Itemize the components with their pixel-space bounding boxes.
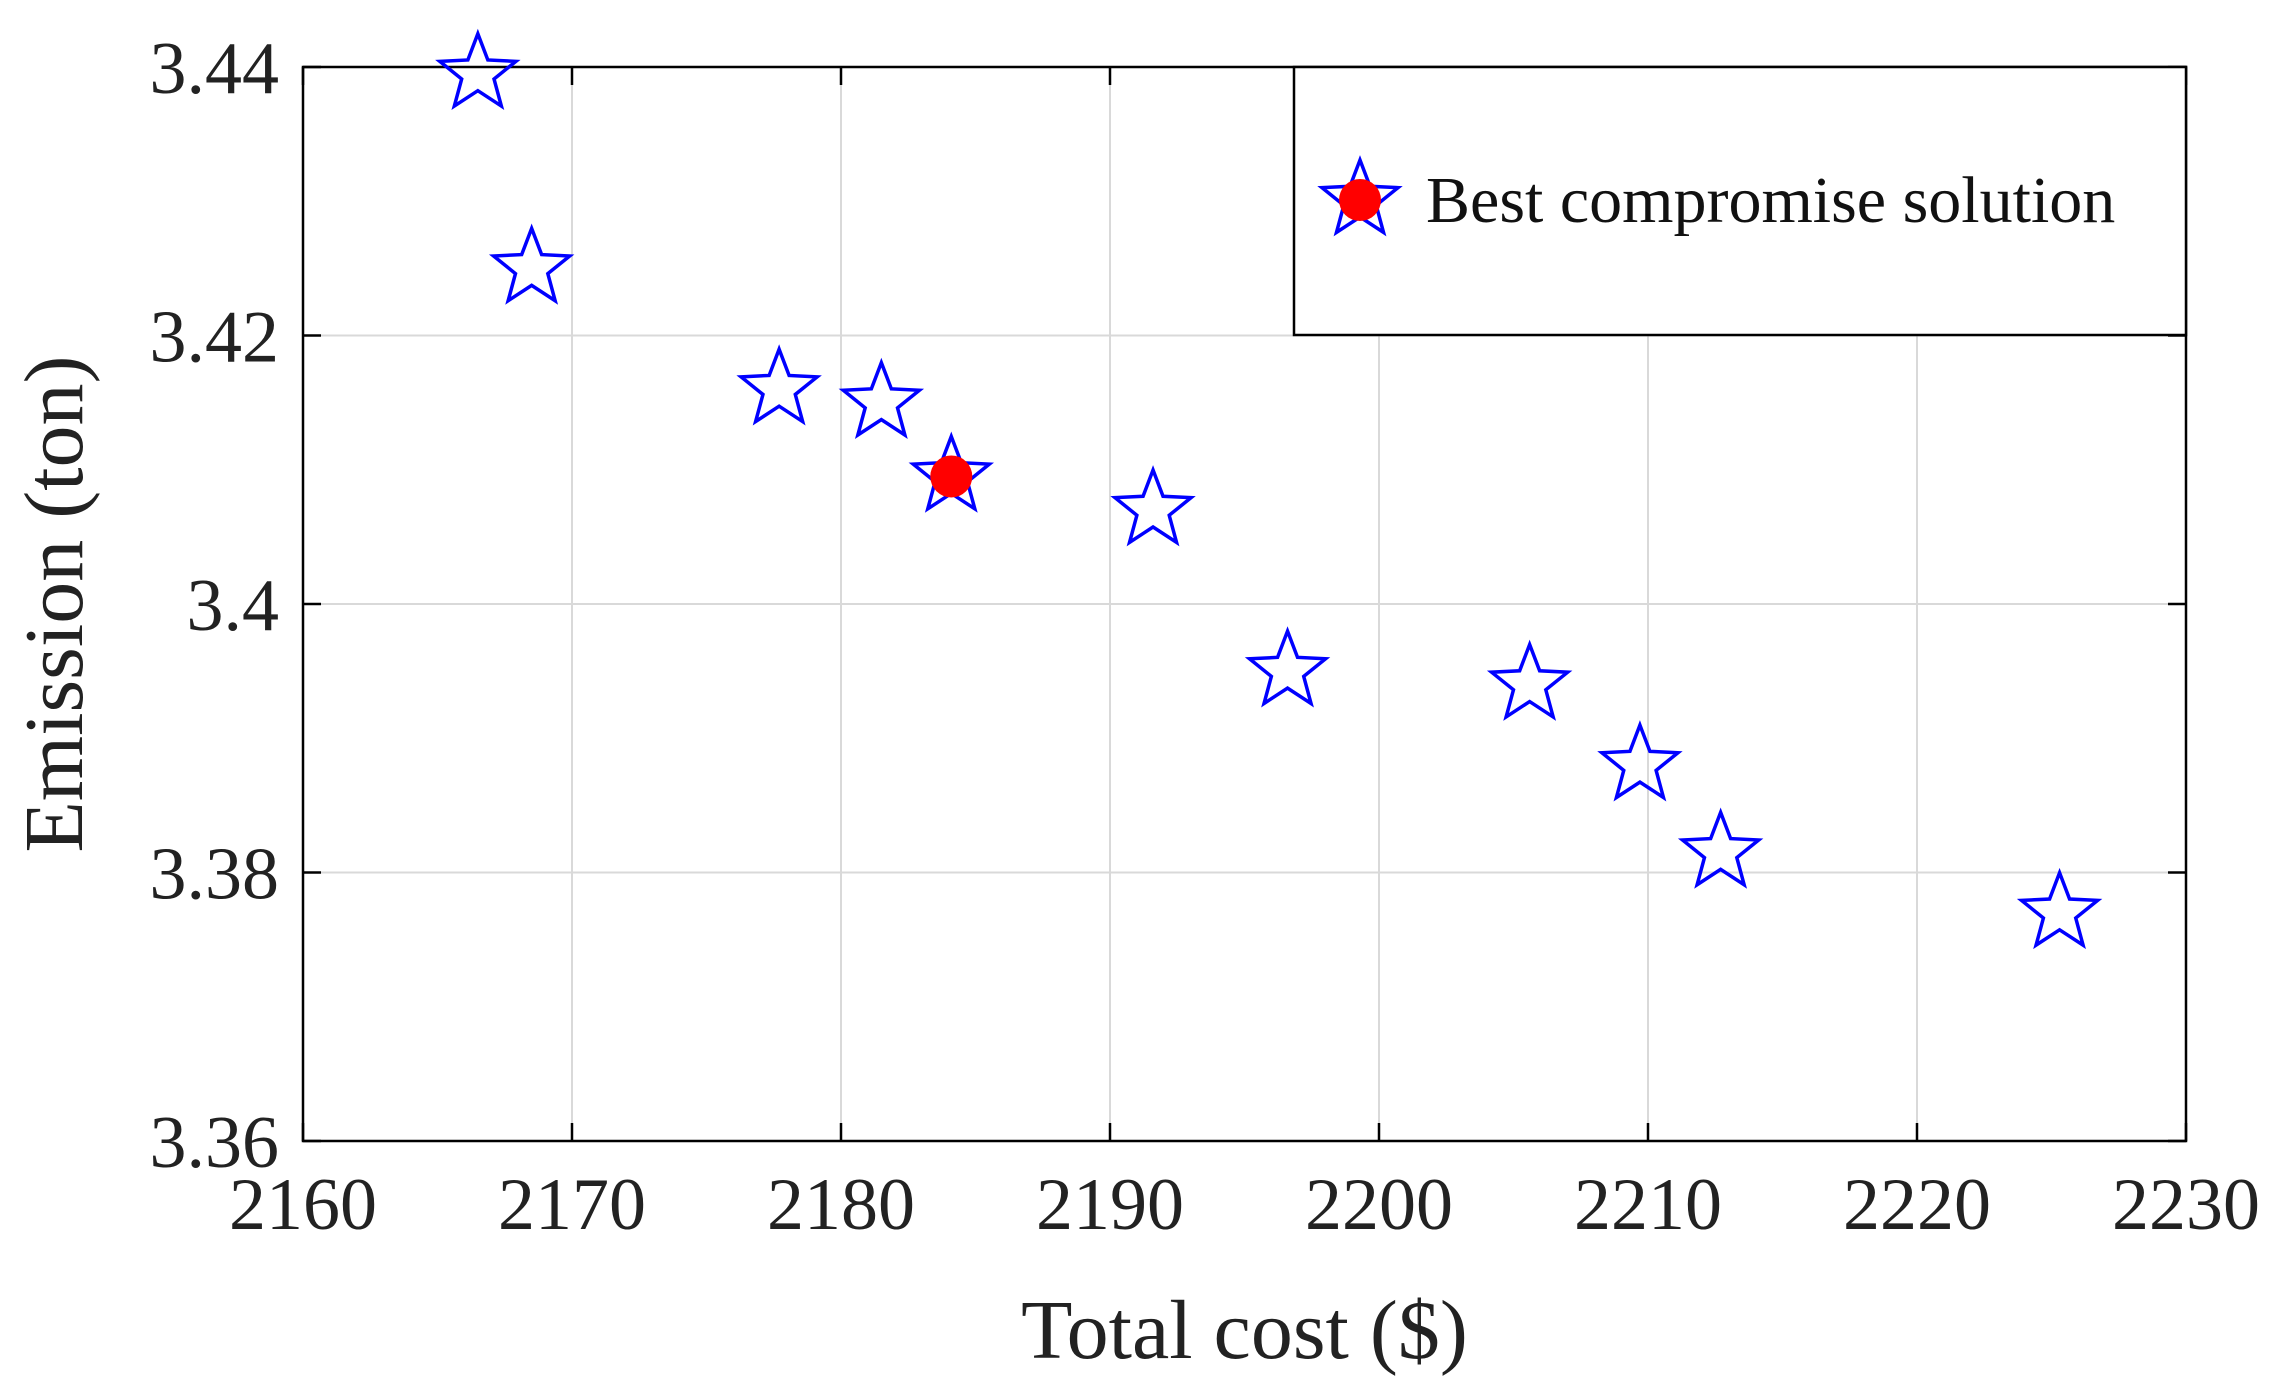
legend-dot-icon bbox=[1339, 179, 1381, 221]
x-tick-label: 2170 bbox=[498, 1164, 646, 1246]
star-point bbox=[2016, 867, 2103, 950]
x-tick-label: 2180 bbox=[767, 1164, 915, 1246]
star-point bbox=[736, 344, 822, 426]
y-tick-label: 3.44 bbox=[150, 28, 280, 110]
y-tick-label: 3.42 bbox=[150, 297, 280, 379]
star-point bbox=[435, 28, 521, 111]
y-tick-label: 3.4 bbox=[187, 565, 280, 647]
star-point bbox=[1486, 639, 1573, 721]
x-tick-label: 2190 bbox=[1036, 1164, 1184, 1246]
y-tick-label: 3.36 bbox=[150, 1102, 280, 1184]
legend: Best compromise solution bbox=[1292, 65, 2188, 337]
legend-marker-best-compromise bbox=[1317, 155, 1403, 237]
data-points bbox=[435, 28, 2103, 950]
x-tick-label: 2200 bbox=[1305, 1164, 1453, 1246]
x-tick-label: 2160 bbox=[229, 1164, 377, 1246]
star-point bbox=[1244, 626, 1331, 708]
y-tick-labels: 3.36 3.38 3.4 3.42 3.44 bbox=[150, 28, 280, 1184]
legend-label-best-compromise: Best compromise solution bbox=[1426, 164, 2115, 237]
legend-box bbox=[1292, 65, 2188, 337]
x-tick-labels: 2160 2170 2180 2190 2200 2210 2220 2230 bbox=[229, 1164, 2260, 1246]
star-point bbox=[1597, 720, 1683, 802]
y-axis-label: Emission (ton) bbox=[8, 356, 101, 853]
y-tick-label: 3.38 bbox=[150, 834, 280, 916]
star-point bbox=[838, 357, 925, 439]
x-tick-label: 2210 bbox=[1574, 1164, 1722, 1246]
x-axis-label: Total cost ($) bbox=[1021, 1284, 1468, 1377]
x-tick-label: 2230 bbox=[2112, 1164, 2260, 1246]
star-point bbox=[1677, 807, 1764, 889]
star-point bbox=[1110, 465, 1196, 547]
star-point bbox=[488, 223, 575, 305]
axis-ticks bbox=[301, 65, 2188, 1143]
best-compromise-point bbox=[930, 455, 973, 498]
x-tick-label: 2220 bbox=[1843, 1164, 1991, 1246]
